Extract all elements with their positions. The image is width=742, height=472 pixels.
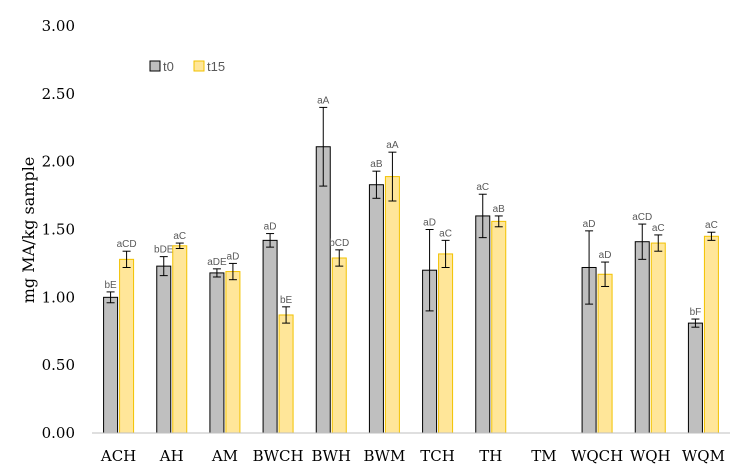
data-label: aD	[599, 250, 612, 261]
data-label: bDE	[154, 245, 174, 256]
x-tick-label: AM	[211, 447, 238, 465]
data-label: aC	[439, 228, 452, 239]
x-tick-label: TCH	[420, 447, 455, 465]
bar-t15-AH	[172, 245, 188, 434]
legend-swatch-t15	[193, 60, 205, 72]
legend-swatch-t0	[149, 60, 161, 72]
data-label: bE	[280, 295, 293, 306]
data-label: aC	[705, 220, 718, 231]
data-label: aCD	[117, 239, 137, 250]
data-label: aD	[423, 218, 436, 229]
bar-t15-WQH	[650, 242, 666, 434]
y-tick-label: 1.50	[42, 221, 75, 239]
bar-t0-AM	[209, 272, 225, 434]
bar-t15-WQCH	[597, 273, 613, 434]
x-tick-label: TM	[531, 447, 556, 465]
data-label: aC	[476, 182, 489, 193]
x-tick-label: WQM	[682, 447, 725, 465]
x-tick-label: BWM	[364, 447, 406, 465]
bar-t15-BWCH	[278, 314, 294, 434]
y-tick-label: 1.00	[42, 288, 75, 306]
bar-t0-WQH	[634, 241, 650, 434]
legend-label-t15: t15	[207, 59, 225, 74]
bar-t15-BWM	[384, 176, 400, 434]
bar-t0-BWH	[315, 146, 331, 434]
bar-t15-AM	[225, 271, 241, 434]
bar-t15-BWH	[331, 257, 347, 434]
bar-t0-BWCH	[262, 239, 278, 434]
y-axis-label: mg MA/kg sample	[19, 157, 38, 304]
data-label: aA	[317, 95, 330, 106]
y-tick-label: 3.00	[42, 17, 75, 35]
y-tick-label: 0.50	[42, 356, 75, 374]
data-label: bE	[104, 280, 117, 291]
x-tick-label: BWCH	[253, 447, 304, 465]
data-label: aDE	[207, 257, 227, 268]
data-label: aB	[370, 159, 383, 170]
x-tick-label: WQH	[630, 447, 671, 465]
bar-t0-AH	[156, 265, 172, 434]
data-label: aA	[386, 140, 399, 151]
x-tick-label: AH	[159, 447, 184, 465]
x-tick-label: BWH	[311, 447, 351, 465]
data-label: bCD	[329, 238, 349, 249]
bar-t15-TH	[491, 220, 507, 434]
legend-label-t0: t0	[163, 59, 174, 74]
data-label: aC	[652, 223, 665, 234]
x-axis-ticks: ACH AH AM BWCH BWH BWM TCH TH TM WQCH WQH WQM	[100, 447, 725, 465]
data-label: aD	[227, 251, 240, 262]
legend: t0 t15	[149, 59, 225, 74]
data-label: aC	[173, 231, 186, 242]
data-label: aB	[493, 204, 506, 215]
bar-t0-ACH	[103, 296, 119, 434]
data-label: aD	[264, 222, 277, 233]
bar-t0-TH	[475, 215, 491, 434]
data-label: bF	[690, 307, 702, 318]
y-tick-label: 0.00	[42, 424, 75, 442]
y-tick-label: 2.00	[42, 153, 75, 171]
bar-t15-TCH	[438, 253, 454, 434]
bar-t15-WQM	[703, 235, 719, 434]
bar-t0-BWM	[368, 184, 384, 434]
x-tick-label: WQCH	[571, 447, 623, 465]
data-label: aD	[583, 219, 596, 230]
data-label: aCD	[632, 212, 652, 223]
y-axis-ticks: 0.00 0.50 1.00 1.50 2.00 2.50 3.00	[42, 17, 75, 442]
y-tick-label: 2.50	[42, 85, 75, 103]
bar-t15-ACH	[119, 258, 135, 434]
x-tick-label: ACH	[100, 447, 136, 465]
x-tick-label: TH	[479, 447, 502, 465]
bar-t0-WQM	[687, 322, 703, 434]
